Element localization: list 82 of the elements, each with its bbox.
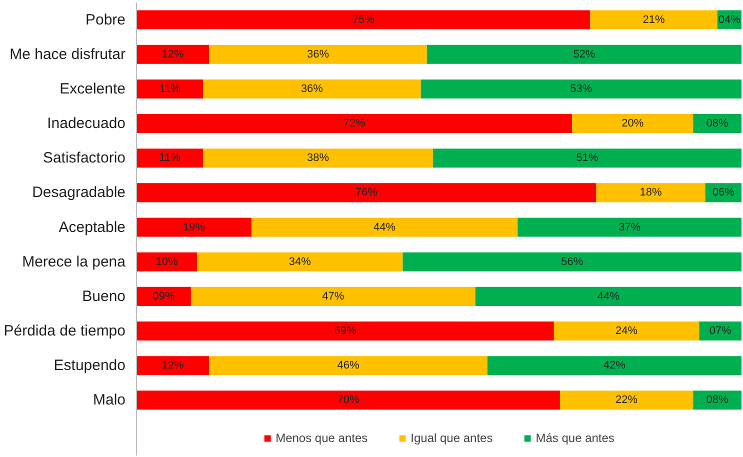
bar — [136, 44, 210, 64]
data-label: 22% — [616, 394, 638, 406]
data-label: 52% — [573, 48, 596, 60]
y-tick-label: Pobre — [85, 11, 126, 28]
data-label: 69% — [334, 325, 356, 338]
bar — [209, 44, 427, 64]
bar — [190, 286, 476, 306]
data-label: 53% — [570, 82, 592, 95]
bar — [590, 10, 718, 30]
data-label: 44% — [597, 290, 620, 302]
y-tick-label: Excelente — [60, 80, 126, 98]
data-label: 18% — [640, 186, 662, 199]
y-tick-label: Me hace disfrutar — [10, 46, 126, 63]
data-label: 06% — [712, 186, 735, 199]
bar — [572, 114, 694, 134]
data-label: 72% — [343, 118, 366, 130]
data-label: 08% — [706, 118, 729, 130]
y-tick-label: Desagradable — [32, 184, 126, 202]
y-tick-label: Malo — [92, 392, 126, 409]
bar — [136, 148, 204, 168]
y-tick-label: Satisfactorio — [42, 150, 126, 167]
data-label: 75% — [352, 14, 375, 26]
bar — [136, 114, 572, 134]
bar — [554, 322, 700, 341]
bar — [136, 322, 554, 341]
legend-label: Menos que antes — [276, 431, 368, 445]
data-label: 51% — [576, 152, 598, 164]
data-label: 11% — [159, 82, 181, 95]
data-label: 44% — [374, 221, 396, 234]
bar — [136, 252, 197, 272]
y-tick-label: Inadecuado — [47, 115, 126, 132]
bar — [596, 183, 706, 202]
data-label: 07% — [709, 325, 732, 338]
bar — [136, 183, 596, 202]
data-label: 56% — [561, 256, 584, 268]
data-label: 20% — [622, 118, 644, 130]
data-label: 42% — [603, 360, 626, 372]
data-label: 19% — [182, 221, 206, 234]
data-label: 37% — [618, 221, 641, 234]
bar — [402, 252, 742, 272]
y-tick-label: Estupendo — [54, 357, 126, 374]
bar — [136, 10, 590, 30]
data-label: 04% — [718, 14, 741, 26]
data-label: 12% — [162, 360, 184, 372]
data-label: 08% — [706, 394, 729, 406]
bar — [487, 356, 742, 376]
data-label: 21% — [642, 14, 665, 26]
y-tick-label: Pérdida de tiempo — [4, 322, 126, 340]
bar — [197, 252, 403, 272]
bar — [209, 356, 488, 376]
bar — [136, 218, 252, 237]
data-label: 47% — [322, 290, 344, 302]
bar — [251, 218, 518, 237]
bar — [420, 79, 742, 98]
y-tick-label: Aceptable — [58, 218, 126, 236]
bar — [518, 218, 742, 237]
bar — [426, 44, 742, 64]
data-label: 70% — [337, 394, 360, 406]
bar — [560, 390, 694, 410]
bar — [136, 79, 204, 98]
data-label: 46% — [337, 360, 360, 372]
data-label: 34% — [288, 256, 312, 268]
data-label: 10% — [156, 256, 178, 268]
y-tick-label: Bueno — [82, 288, 126, 305]
bar — [136, 356, 210, 376]
data-label: 09% — [152, 290, 175, 302]
data-label: 12% — [162, 48, 184, 60]
legend-label: Más que antes — [536, 431, 614, 445]
bar — [136, 286, 191, 306]
data-label: 36% — [306, 48, 330, 60]
data-label: 11% — [159, 152, 181, 164]
legend-label: Igual que antes — [410, 431, 493, 445]
bar — [203, 79, 421, 98]
bar — [475, 286, 742, 306]
bar — [136, 390, 560, 410]
bar — [203, 148, 433, 168]
data-label: 24% — [616, 325, 638, 338]
data-label: 76% — [355, 186, 378, 199]
data-label: 36% — [300, 82, 324, 95]
bar — [432, 148, 742, 168]
y-tick-label: Merece la pena — [22, 253, 126, 270]
data-label: 38% — [306, 152, 330, 164]
